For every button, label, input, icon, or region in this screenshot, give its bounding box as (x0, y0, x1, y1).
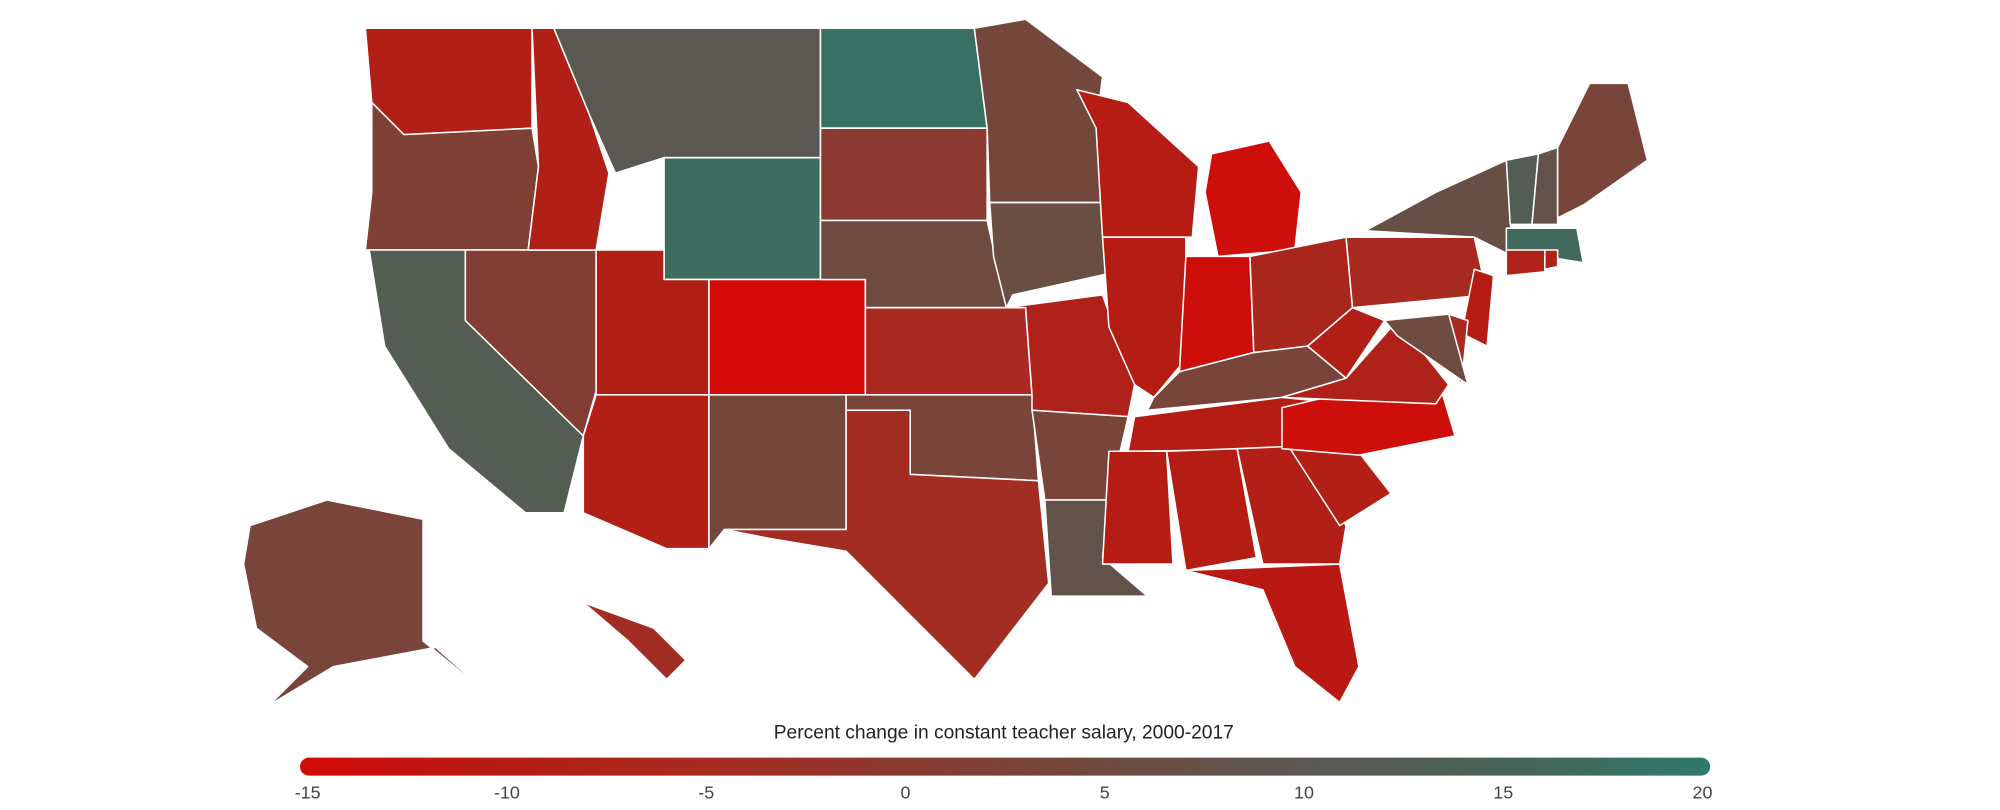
state (1345, 236, 1488, 309)
state (819, 127, 988, 222)
state (582, 601, 687, 681)
state (819, 27, 988, 129)
legend-tick-label: 10 (1294, 782, 1314, 802)
state (708, 278, 867, 396)
state (1076, 88, 1200, 238)
state (708, 394, 847, 550)
state (1505, 249, 1546, 277)
state (1185, 563, 1360, 704)
state (1505, 227, 1585, 264)
state (1178, 255, 1255, 373)
legend-tick-label: 0 (900, 782, 910, 802)
state (1165, 447, 1258, 572)
state (864, 306, 1033, 396)
state (1101, 450, 1174, 565)
state (1044, 499, 1149, 597)
state (1544, 249, 1559, 270)
state (663, 156, 822, 281)
legend: -15 -10 -5 0 5 10 15 20 (295, 757, 1713, 802)
legend-title: Percent change in constant teacher salar… (774, 722, 1234, 743)
legend-bar (299, 757, 1711, 776)
state (242, 499, 495, 706)
legend-tick-label: -5 (698, 782, 714, 802)
state (1383, 313, 1469, 386)
legend-tick-label: -10 (494, 782, 520, 802)
legend-tick-label: 15 (1493, 782, 1513, 802)
state (582, 394, 710, 550)
state (1531, 146, 1559, 226)
state (1460, 268, 1495, 347)
legend-tick-label: -15 (295, 782, 321, 802)
state (364, 27, 533, 136)
map-body: Percent change in constant teacher salar… (242, 18, 1713, 802)
state (723, 409, 1050, 681)
legend-tick-label: 5 (1100, 782, 1110, 802)
legend-tick-label: 20 (1693, 782, 1713, 802)
state (1556, 82, 1649, 219)
states (242, 18, 1649, 706)
state (1204, 140, 1302, 258)
